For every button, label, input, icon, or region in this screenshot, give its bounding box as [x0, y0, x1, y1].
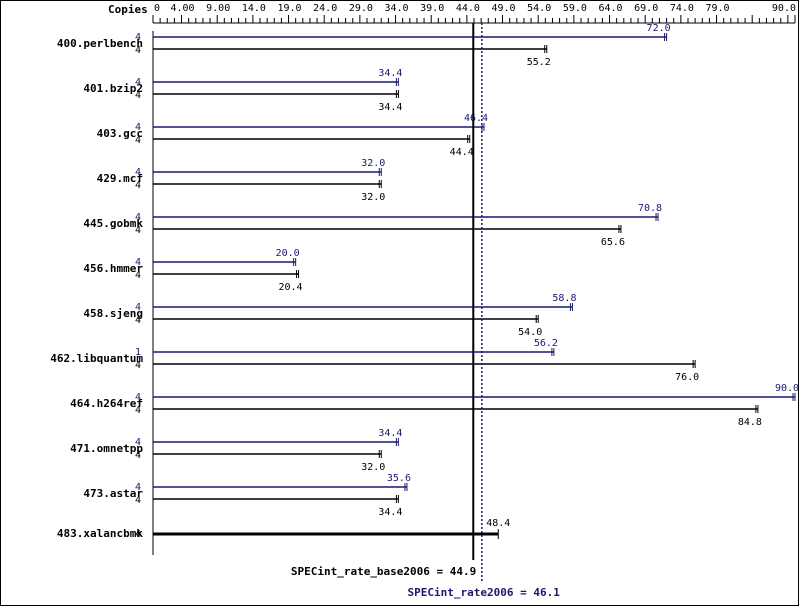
peak-score-label: SPECint_rate2006 = 46.1 [408, 586, 561, 599]
peak-copies-label: 4 [135, 482, 141, 493]
x-tick-label: 19.0 [277, 3, 301, 14]
reference-lines: SPECint_rate_base2006 = 44.9 SPECint_rate… [291, 23, 560, 599]
peak-copies-label: 4 [135, 77, 141, 88]
x-tick-label: 44.0 [456, 3, 480, 14]
base-value-label: 34.4 [378, 507, 402, 518]
benchmark-label: 462.libquantum [50, 352, 143, 365]
peak-copies-label: 4 [135, 212, 141, 223]
base-score-label: SPECint_rate_base2006 = 44.9 [291, 565, 476, 578]
x-tick-label: 9.00 [206, 3, 230, 14]
base-copies-label: 4 [135, 495, 141, 506]
benchmark-label: 471.omnetpp [70, 442, 143, 455]
peak-value-label: 34.4 [378, 428, 402, 439]
benchmark-label: 445.gobmk [83, 217, 143, 230]
x-tick-label: 69.0 [634, 3, 658, 14]
x-tick-label: 34.0 [384, 3, 408, 14]
x-tick-label: 54.0 [527, 3, 551, 14]
x-tick-label: 79.0 [705, 3, 729, 14]
peak-copies-label: 4 [135, 32, 141, 43]
peak-copies-label: 4 [135, 437, 141, 448]
x-tick-label: 4.00 [170, 3, 194, 14]
peak-value-label: 46.4 [464, 113, 488, 124]
peak-value-label: 20.0 [276, 248, 300, 259]
benchmark-label: 400.perlbench [57, 37, 143, 50]
base-copies-label: 4 [135, 45, 141, 56]
peak-copies-label: 4 [135, 257, 141, 268]
base-value-label: 65.6 [601, 237, 625, 248]
peak-copies-label: 1 [135, 347, 141, 358]
x-tick-label: 49.0 [491, 3, 515, 14]
peak-copies-label: 4 [135, 122, 141, 133]
base-copies-label: 4 [135, 360, 141, 371]
base-value-label: 32.0 [361, 192, 385, 203]
base-copies-label: 4 [135, 90, 141, 101]
base-copies-label: 4 [135, 450, 141, 461]
peak-copies-label: 4 [135, 302, 141, 313]
x-tick-label: 64.0 [598, 3, 622, 14]
base-copies-label: 4 [135, 135, 141, 146]
benchmark-label: 458.sjeng [83, 307, 143, 320]
base-value-label: 34.4 [378, 102, 402, 113]
peak-value-label: 34.4 [378, 68, 402, 79]
x-axis: 0 4.00 9.00 14.0 19.0 24.0 29.0 34.0 39.0 44.0 49.… [152, 3, 796, 555]
base-copies-label: 4 [135, 180, 141, 191]
x-tick-label: 0 [154, 3, 160, 14]
base-copies-label: 4 [135, 315, 141, 326]
peak-copies-label: 4 [135, 392, 141, 403]
x-tick-label: 74.0 [670, 3, 694, 14]
benchmark-label: 473.astar [83, 487, 143, 500]
benchmark-label: 429.mcf [97, 172, 143, 185]
x-tick-label: 59.0 [563, 3, 587, 14]
peak-value-label: 56.2 [534, 338, 558, 349]
copies-header: Copies [108, 3, 148, 16]
base-copies-label: 4 [135, 270, 141, 281]
benchmark-label: 403.gcc [97, 127, 143, 140]
benchmark-label: 464.h264ref [70, 397, 143, 410]
peak-value-label: 90.0 [775, 383, 799, 394]
benchmark-label: 483.xalancbmk [57, 527, 143, 540]
base-value-label: 44.4 [450, 147, 474, 158]
benchmark-label: 401.bzip2 [83, 82, 143, 95]
peak-value-label: 58.8 [552, 293, 576, 304]
x-tick-label: 39.0 [420, 3, 444, 14]
x-tick-label: 24.0 [313, 3, 337, 14]
base-value-label: 55.2 [527, 57, 551, 68]
x-tick-label: 90.0 [772, 3, 796, 14]
base-copies-label: 4 [135, 405, 141, 416]
combined-value-label: 48.4 [486, 518, 510, 529]
base-copies-label: 4 [135, 529, 141, 540]
peak-value-label: 32.0 [361, 158, 385, 169]
base-value-label: 54.0 [518, 327, 542, 338]
x-tick-label: 29.0 [349, 3, 373, 14]
peak-copies-label: 4 [135, 167, 141, 178]
base-value-label: 20.4 [278, 282, 302, 293]
base-value-label: 32.0 [361, 462, 385, 473]
peak-value-label: 35.6 [387, 473, 411, 484]
peak-value-label: 72.0 [647, 23, 671, 34]
base-value-label: 76.0 [675, 372, 699, 383]
peak-value-label: 70.8 [638, 203, 662, 214]
base-copies-label: 4 [135, 225, 141, 236]
x-tick-label: 14.0 [242, 3, 266, 14]
base-value-label: 84.8 [738, 417, 762, 428]
benchmark-label: 456.hmmer [83, 262, 143, 275]
